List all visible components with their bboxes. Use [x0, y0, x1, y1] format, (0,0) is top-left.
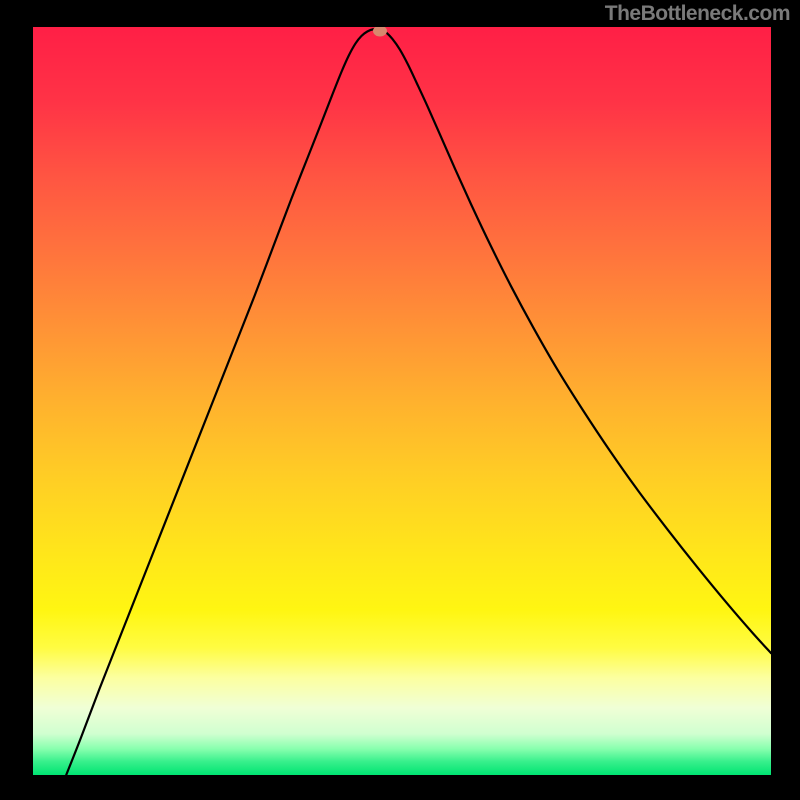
- bottleneck-curve: [33, 27, 771, 775]
- watermark-text: TheBottleneck.com: [605, 2, 790, 26]
- plot-area: [33, 27, 771, 775]
- chart-container: TheBottleneck.com: [0, 0, 800, 800]
